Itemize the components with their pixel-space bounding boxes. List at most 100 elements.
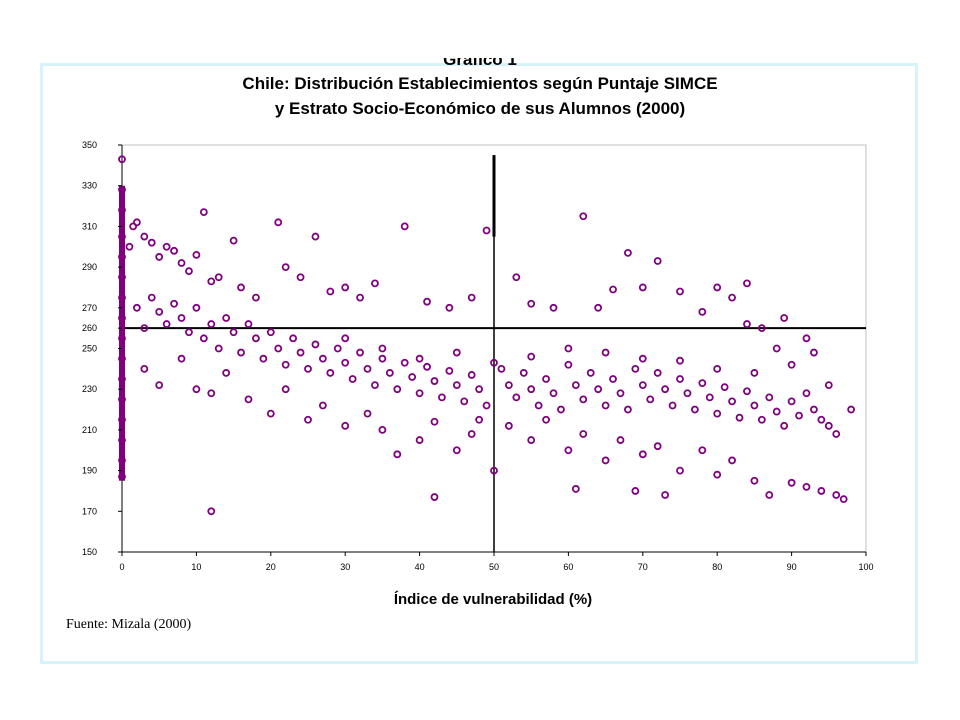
data-point	[118, 232, 126, 241]
data-point	[445, 366, 454, 375]
data-point	[281, 360, 290, 369]
data-point	[527, 299, 536, 308]
data-point	[705, 393, 714, 402]
data-point	[155, 381, 164, 390]
x-axis-label: Índice de vulnerabilidad (%)	[393, 591, 593, 608]
data-point	[170, 299, 178, 308]
reference-lines	[122, 155, 866, 552]
data-point	[601, 401, 610, 410]
data-point	[817, 487, 826, 495]
data-point	[423, 297, 431, 306]
data-point	[527, 436, 536, 444]
data-point	[400, 358, 409, 367]
data-point	[676, 287, 684, 296]
data-point	[207, 507, 216, 516]
data-point	[140, 324, 149, 333]
data-point	[564, 344, 573, 353]
data-point	[750, 369, 759, 377]
y-tick-label: 290	[82, 262, 97, 272]
data-point	[281, 263, 290, 272]
data-point	[118, 293, 126, 302]
x-tick-label: 100	[858, 562, 873, 572]
data-point	[125, 242, 134, 251]
data-point	[445, 303, 454, 312]
x-tick-label: 50	[489, 562, 499, 572]
data-point	[363, 409, 372, 418]
source-label: Fuente: Mizala (2000)	[66, 617, 192, 632]
data-point	[676, 466, 684, 475]
data-point	[542, 375, 550, 383]
data-point	[274, 218, 283, 227]
y-tick-label: 210	[82, 425, 97, 435]
data-point	[594, 303, 603, 312]
data-point	[415, 436, 424, 444]
data-point	[787, 397, 796, 406]
data-point	[118, 314, 126, 322]
data-point	[348, 375, 357, 383]
data-point	[698, 307, 707, 316]
data-point	[118, 415, 126, 424]
data-point	[616, 389, 625, 398]
data-point	[274, 344, 283, 353]
x-tick-label: 20	[266, 562, 276, 572]
data-point	[482, 226, 491, 235]
data-point	[155, 307, 164, 316]
data-point	[452, 348, 461, 357]
data-point	[393, 450, 402, 459]
data-point	[326, 287, 335, 296]
y-tick-label: 330	[82, 181, 97, 191]
data-point	[571, 485, 580, 493]
data-point	[638, 381, 647, 390]
data-point	[311, 232, 320, 241]
data-point	[371, 279, 379, 288]
data-point	[586, 369, 595, 377]
data-point	[118, 395, 126, 404]
data-point	[177, 354, 186, 363]
y-tick-label: 230	[82, 384, 97, 394]
data-point	[378, 344, 387, 353]
data-point	[118, 472, 126, 481]
data-point	[750, 401, 759, 410]
data-point	[653, 369, 662, 377]
data-point	[118, 436, 126, 444]
y-tick-label: 150	[82, 547, 97, 557]
data-point	[214, 344, 223, 353]
data-point	[356, 348, 364, 357]
data-point	[318, 401, 327, 410]
data-point	[252, 293, 260, 302]
data-point	[839, 495, 848, 503]
data-point	[341, 358, 350, 367]
data-point	[222, 369, 231, 377]
data-point	[229, 236, 238, 245]
data-point	[333, 344, 342, 353]
data-point	[482, 401, 491, 410]
data-point	[601, 348, 610, 357]
data-point	[475, 415, 484, 424]
data-point	[713, 364, 722, 373]
y-tick-label: 350	[82, 140, 97, 150]
x-tick-label: 10	[191, 562, 201, 572]
data-point	[378, 354, 387, 363]
data-point	[653, 257, 662, 265]
x-tick-labels: 0 10 20 30 40 50 60 70 80 90 100	[119, 552, 874, 572]
data-point	[155, 253, 164, 261]
data-point	[661, 385, 670, 394]
data-point	[266, 328, 275, 337]
data-point	[728, 456, 736, 465]
data-point	[683, 389, 692, 398]
data-points	[118, 155, 856, 516]
data-point	[802, 334, 811, 343]
data-point	[192, 250, 201, 259]
data-point	[147, 293, 156, 302]
data-point	[118, 206, 126, 215]
data-point	[579, 212, 588, 221]
data-point	[713, 470, 722, 479]
data-point	[795, 411, 803, 420]
data-point	[118, 185, 126, 194]
data-point	[564, 360, 573, 369]
data-point	[408, 373, 417, 381]
data-point	[490, 358, 498, 367]
data-point	[460, 397, 469, 406]
y-tick-label: 250	[82, 344, 97, 354]
data-point	[415, 389, 424, 398]
